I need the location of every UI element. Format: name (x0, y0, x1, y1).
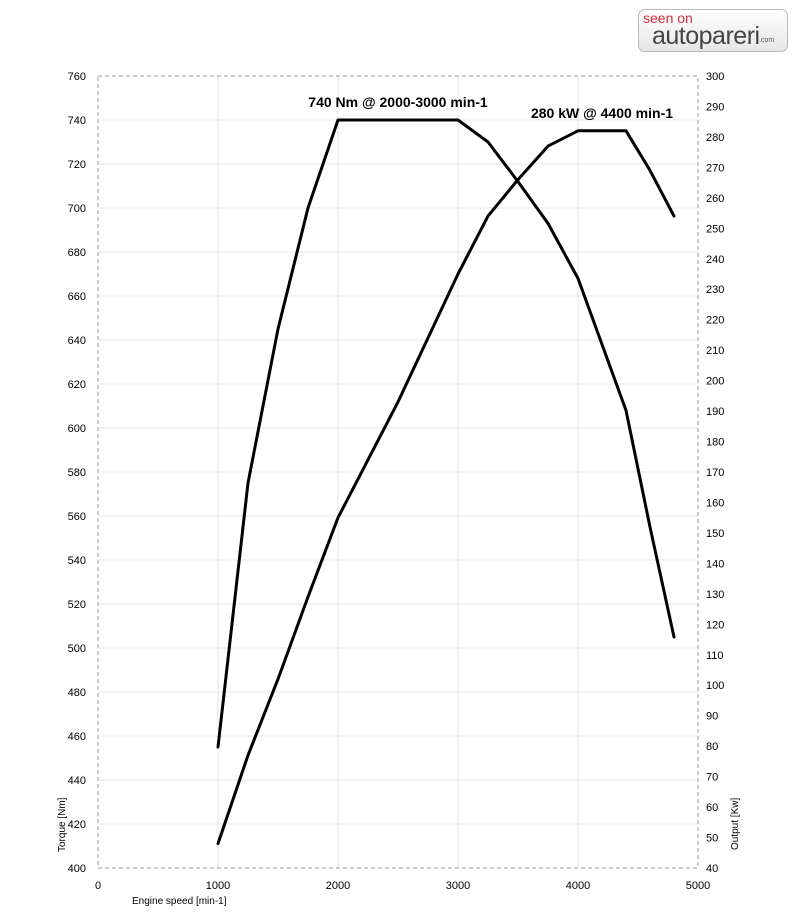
y-right-tick-label: 170 (706, 467, 724, 479)
y-right-tick-label: 300 (706, 71, 724, 83)
y-right-tick-label: 230 (706, 284, 724, 296)
y-right-tick-label: 260 (706, 193, 724, 205)
y-right-tick-label: 290 (706, 101, 724, 113)
y-left-tick-label: 540 (68, 555, 86, 567)
y-left-tick-label: 400 (68, 863, 86, 875)
y-left-tick-label: 480 (68, 687, 86, 699)
y-left-tick-label: 760 (68, 71, 86, 83)
grid-layer (98, 76, 698, 868)
y-left-tick-label: 660 (68, 291, 86, 303)
y-left-tick-label: 580 (68, 467, 86, 479)
y-right-tick-label: 210 (706, 345, 724, 357)
x-tick-label: 0 (95, 880, 101, 892)
y-left-tick-label: 640 (68, 335, 86, 347)
y-left-tick-label: 680 (68, 247, 86, 259)
x-tick-label: 5000 (686, 880, 710, 892)
x-axis-ticks: 0 1000 2000 3000 4000 5000 (95, 880, 710, 892)
y-left-tick-label: 620 (68, 379, 86, 391)
y-left-tick-label: 740 (68, 115, 86, 127)
x-tick-label: 3000 (446, 880, 470, 892)
y-left-tick-label: 500 (68, 643, 86, 655)
y-right-tick-label: 220 (706, 315, 724, 327)
y-left-tick-label: 720 (68, 159, 86, 171)
x-tick-label: 4000 (566, 880, 590, 892)
y-right-tick-label: 150 (706, 528, 724, 540)
y-right-tick-label: 70 (706, 772, 718, 784)
y-right-tick-label: 50 (706, 833, 718, 845)
y-right-tick-label: 270 (706, 162, 724, 174)
y-right-tick-label: 280 (706, 132, 724, 144)
series-layer (216, 118, 676, 846)
y-left-tick-label: 560 (68, 511, 86, 523)
y-left-tick-label: 520 (68, 599, 86, 611)
output-peak-annotation: 280 kW @ 4400 min-1 (531, 105, 673, 121)
x-tick-label: 2000 (326, 880, 350, 892)
y-right-tick-label: 240 (706, 254, 724, 266)
y-right-tick-label: 90 (706, 711, 718, 723)
y-left-tick-label: 600 (68, 423, 86, 435)
annotation-layer: 740 Nm @ 2000-3000 min-1 280 kW @ 4400 mi… (308, 94, 673, 121)
watermark-tld-text: .com (759, 37, 775, 44)
y-right-tick-label: 180 (706, 437, 724, 449)
y-axis-right-label: Output [Kw] (730, 798, 741, 850)
y-right-tick-label: 100 (706, 680, 724, 692)
torque-peak-annotation: 740 Nm @ 2000-3000 min-1 (308, 94, 488, 110)
x-axis-label: Engine speed [min-1] (132, 896, 227, 907)
y-right-tick-label: 190 (706, 406, 724, 418)
y-left-tick-label: 460 (68, 731, 86, 743)
y-right-tick-label: 140 (706, 558, 724, 570)
y-right-tick-label: 250 (706, 223, 724, 235)
autopareri-watermark: seen on autopareri .com (638, 9, 788, 52)
y-left-tick-label: 700 (68, 203, 86, 215)
y-left-tick-label: 440 (68, 775, 86, 787)
left-axis-ticks: 400 420 440 460 480 500 520 540 560 580 600 620 640 6… (68, 71, 86, 875)
watermark-top-text: seen on (643, 10, 693, 26)
watermark-main-text: autopareri (652, 22, 760, 50)
torque-series-line (216, 118, 676, 749)
y-left-tick-label: 420 (68, 819, 86, 831)
y-right-tick-label: 200 (706, 376, 724, 388)
y-right-tick-label: 80 (706, 741, 718, 753)
x-tick-label: 1000 (206, 880, 230, 892)
y-right-tick-label: 110 (706, 650, 724, 662)
output-series-line (216, 129, 676, 846)
y-right-tick-label: 160 (706, 497, 724, 509)
y-right-tick-label: 60 (706, 802, 718, 814)
y-right-tick-label: 130 (706, 589, 724, 601)
y-axis-left-label: Torque [Nm] (57, 797, 68, 852)
plot-area-border (97, 75, 699, 869)
right-axis-ticks: 40 50 60 70 80 90 100 110 120 130 140 150 160 170 180 1… (706, 71, 724, 875)
y-right-tick-label: 120 (706, 619, 724, 631)
y-right-tick-label: 40 (706, 863, 718, 875)
